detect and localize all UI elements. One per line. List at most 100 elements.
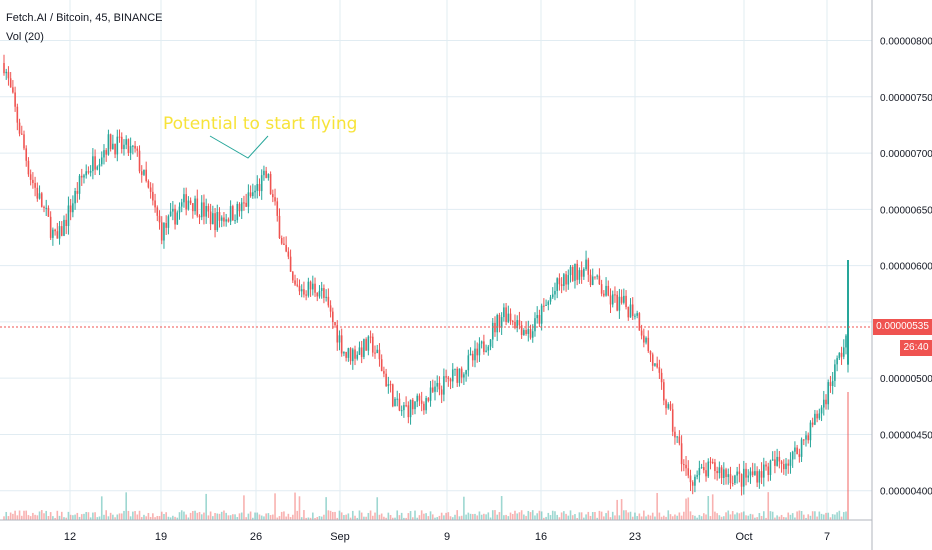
volume-bar [536,513,538,520]
candle-body [456,368,459,383]
volume-bar [145,516,147,520]
volume-bar [358,510,361,520]
candle-body [358,347,361,355]
candle-body [287,251,290,257]
candle-body [785,463,787,470]
volume-bar [549,515,552,520]
volume-bar [451,517,454,520]
volume-bar [447,512,450,520]
candle-body [485,350,487,352]
candle-body [160,222,163,241]
volume-bar [158,516,161,520]
candle-body [551,294,554,298]
volume-bar [636,516,638,520]
candle-body [54,229,56,232]
candle-body [483,341,485,352]
candle-body [560,284,563,287]
time-axis-labels: 12 19 26 Sep 9 16 23 Oct 7 [64,531,830,543]
candle-body [74,190,76,204]
volume-bar [320,516,323,520]
candle-body [274,197,276,202]
volume-bar [167,516,170,520]
candle-body [223,217,225,222]
candle-body [196,198,199,216]
candle-body [280,238,283,244]
candle-body [654,363,656,366]
candle-body [245,202,247,207]
candle-body [325,296,327,298]
candle-body [596,275,598,277]
candle-body [423,403,425,411]
candle-body [723,469,725,478]
volume-bar [260,515,263,520]
candle-body [205,206,207,217]
volume-bar [476,515,479,520]
candle-body [85,171,88,176]
volume-bar [765,517,767,520]
volume-bar [507,516,510,520]
candle-body [260,175,263,192]
candle-body [434,386,436,392]
volume-bar [107,516,110,520]
candle-body [234,220,236,222]
volume-bar [478,511,481,520]
volume-bar [571,515,574,520]
volume-bar [718,515,721,520]
volume-bar [300,517,303,520]
volume-bar [409,511,412,520]
volume-bar [129,516,132,520]
time-tick-label: 7 [824,531,830,543]
candle-body [605,285,607,296]
volume-bar [663,515,665,520]
volume-bar [496,514,499,520]
volume-bar [96,517,99,520]
candle-body [63,219,65,236]
volume-bar [611,511,614,520]
volume-bar [498,512,501,520]
price-tick-label: 0.00000650 [880,205,932,216]
candle-body [220,217,223,221]
candle-body [296,284,299,286]
candle-body [534,318,536,332]
candle-body [5,71,8,74]
candle-body [629,304,632,318]
volume-bar [665,516,667,520]
volume-bar [658,512,661,520]
price-axis-labels: 0.00000800 0.00000750 0.00000700 0.00000650… [880,37,932,498]
chart-annotation-text: Potential to start flying [163,114,358,134]
candle-body [665,400,667,409]
volume-bar [16,515,19,520]
volume-bar [511,514,514,520]
candle-body [345,351,347,358]
volume-bar [778,516,781,520]
volume-bar [152,513,154,520]
candle-body [663,382,665,401]
volume-bar [480,514,483,520]
candle-body [109,134,112,150]
volume-bar [743,511,745,520]
candle-body [711,462,714,464]
candle-body [791,451,794,460]
candle-body [378,349,381,360]
volume-bar [287,513,290,520]
volume-bar [154,517,156,520]
volume-bar [443,515,445,520]
volume-bar [483,513,485,520]
candle-body [694,476,696,486]
candle-body [165,223,167,228]
volume-bar [614,515,616,520]
candle-body [536,315,538,319]
volume-bar [720,516,723,520]
volume-bar [172,515,174,520]
candle-body [20,133,23,135]
volume-bar [756,517,758,520]
candle-body [218,212,221,221]
volume-bar [296,510,299,520]
volume-bar [383,516,385,520]
volume-bar [238,513,241,520]
volume-bar [258,514,261,520]
volume-bar [796,511,798,520]
candle-body [178,206,181,213]
volume-bar [309,517,312,520]
